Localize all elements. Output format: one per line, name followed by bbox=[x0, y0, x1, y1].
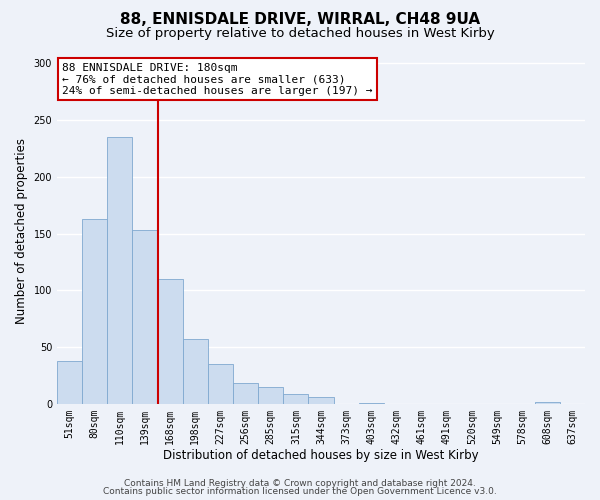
Bar bbox=[208, 364, 233, 404]
Bar bbox=[233, 384, 258, 404]
Bar bbox=[57, 360, 82, 404]
Bar bbox=[82, 218, 107, 404]
Bar bbox=[535, 402, 560, 404]
X-axis label: Distribution of detached houses by size in West Kirby: Distribution of detached houses by size … bbox=[163, 450, 479, 462]
Bar bbox=[308, 397, 334, 404]
Bar bbox=[359, 402, 384, 404]
Text: Size of property relative to detached houses in West Kirby: Size of property relative to detached ho… bbox=[106, 28, 494, 40]
Bar bbox=[107, 137, 133, 404]
Bar bbox=[258, 387, 283, 404]
Text: Contains HM Land Registry data © Crown copyright and database right 2024.: Contains HM Land Registry data © Crown c… bbox=[124, 478, 476, 488]
Text: 88 ENNISDALE DRIVE: 180sqm
← 76% of detached houses are smaller (633)
24% of sem: 88 ENNISDALE DRIVE: 180sqm ← 76% of deta… bbox=[62, 62, 373, 96]
Text: Contains public sector information licensed under the Open Government Licence v3: Contains public sector information licen… bbox=[103, 487, 497, 496]
Y-axis label: Number of detached properties: Number of detached properties bbox=[15, 138, 28, 324]
Text: 88, ENNISDALE DRIVE, WIRRAL, CH48 9UA: 88, ENNISDALE DRIVE, WIRRAL, CH48 9UA bbox=[120, 12, 480, 28]
Bar bbox=[158, 279, 183, 404]
Bar bbox=[183, 339, 208, 404]
Bar bbox=[283, 394, 308, 404]
Bar bbox=[133, 230, 158, 404]
